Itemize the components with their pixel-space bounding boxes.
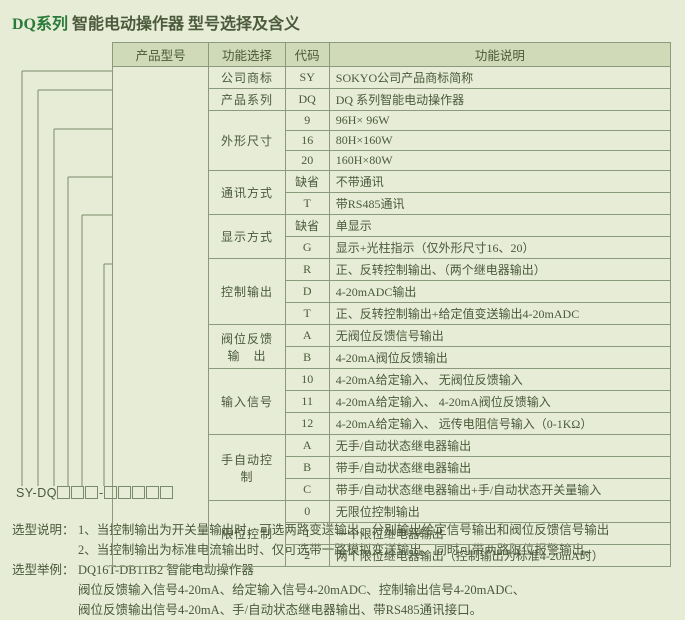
title-prefix: DQ系列 <box>12 16 68 33</box>
desc-cell: 正、反转控制输出、（两个继电器输出） <box>329 259 670 281</box>
code-cell: A <box>285 435 329 457</box>
desc-cell: SOKYO公司产品商标简称 <box>329 67 670 89</box>
desc-cell: 无阀位反馈信号输出 <box>329 325 670 347</box>
code-cell: T <box>285 193 329 215</box>
desc-cell: 96H× 96W <box>329 111 670 131</box>
code-slot <box>57 486 70 499</box>
code-slot <box>132 486 145 499</box>
category-cell: 外形尺寸 <box>209 111 285 171</box>
code-cell: 1 <box>285 523 329 545</box>
code-slot <box>85 486 98 499</box>
code-cell: T <box>285 303 329 325</box>
code-slot <box>160 486 173 499</box>
desc-cell: 无限位控制输出 <box>329 501 670 523</box>
desc-cell: 一个限位继电器输出 <box>329 523 670 545</box>
code-cell: SY <box>285 67 329 89</box>
code-slot <box>146 486 159 499</box>
category-cell: 显示方式 <box>209 215 285 259</box>
desc-cell: 4-20mADC输出 <box>329 281 670 303</box>
code-cell: 16 <box>285 131 329 151</box>
desc-cell: 4-20mA给定输入、 4-20mA阀位反馈输入 <box>329 391 670 413</box>
code-cell: 12 <box>285 413 329 435</box>
header-row: 产品型号 功能选择 代码 功能说明 <box>113 43 671 67</box>
code-cell: R <box>285 259 329 281</box>
spec-table: 产品型号 功能选择 代码 功能说明 公司商标SYSOKYO公司产品商标简称产品系… <box>112 42 671 567</box>
code-cell: A <box>285 325 329 347</box>
code-cell: D <box>285 281 329 303</box>
code-cell: 缺省 <box>285 171 329 193</box>
page-title: DQ系列 智能电动操作器 型号选择及含义 <box>12 10 673 34</box>
desc-cell: 带手/自动状态继电器输出 <box>329 457 670 479</box>
code-cell: 10 <box>285 369 329 391</box>
category-cell: 产品系列 <box>209 89 285 111</box>
code-cell: DQ <box>285 89 329 111</box>
col-func: 功能选择 <box>209 43 285 67</box>
code-cell: 11 <box>285 391 329 413</box>
code-cell: 0 <box>285 501 329 523</box>
note-label: 选型说明： <box>12 520 78 540</box>
title-rest: 智能电动操作器 型号选择及含义 <box>68 16 300 33</box>
category-cell: 阀位反馈输 出 <box>209 325 285 369</box>
col-product: 产品型号 <box>113 43 209 67</box>
note-line: 阀位反馈输入信号4-20mA、给定输入信号4-20mADC、控制输出信号4-20… <box>78 580 673 600</box>
category-cell: 控制输出 <box>209 259 285 325</box>
desc-cell: 两个限位继电器输出（控制输出为标准4-20mA时） <box>329 545 670 567</box>
code-prefix: SY-DQ <box>16 486 57 500</box>
desc-cell: 单显示 <box>329 215 670 237</box>
desc-cell: 160H×80W <box>329 151 670 171</box>
desc-cell: 无手/自动状态继电器输出 <box>329 435 670 457</box>
code-slot <box>118 486 131 499</box>
code-cell: B <box>285 457 329 479</box>
main-area: 产品型号 功能选择 代码 功能说明 公司商标SYSOKYO公司产品商标简称产品系… <box>12 42 672 510</box>
code-cell: 缺省 <box>285 215 329 237</box>
code-cell: 20 <box>285 151 329 171</box>
note-line: 阀位反馈输出信号4-20mA、手/自动状态继电器输出、带RS485通讯接口。 <box>78 600 673 620</box>
desc-cell: DQ 系列智能电动操作器 <box>329 89 670 111</box>
category-cell: 通讯方式 <box>209 171 285 215</box>
code-cell: G <box>285 237 329 259</box>
example-label: 选型举例： <box>12 560 78 580</box>
code-cell: B <box>285 347 329 369</box>
col-desc: 功能说明 <box>329 43 670 67</box>
desc-cell: 4-20mA给定输入、 远传电阻信号输入（0-1KΩ） <box>329 413 670 435</box>
desc-cell: 不带通讯 <box>329 171 670 193</box>
category-cell: 手自动控制 <box>209 435 285 501</box>
desc-cell: 显示+光柱指示（仅外形尺寸16、20） <box>329 237 670 259</box>
desc-cell: 4-20mA给定输入、 无阀位反馈输入 <box>329 369 670 391</box>
col-code: 代码 <box>285 43 329 67</box>
code-sep: - <box>99 486 104 500</box>
desc-cell: 80H×160W <box>329 131 670 151</box>
code-cell: 2 <box>285 545 329 567</box>
category-cell: 输入信号 <box>209 369 285 435</box>
code-slot <box>71 486 84 499</box>
code-slot <box>104 486 117 499</box>
desc-cell: 带RS485通讯 <box>329 193 670 215</box>
table-row: 公司商标SYSOKYO公司产品商标简称 <box>113 67 671 89</box>
desc-cell: 带手/自动状态继电器输出+手/自动状态开关量输入 <box>329 479 670 501</box>
code-cell: 9 <box>285 111 329 131</box>
code-cell: C <box>285 479 329 501</box>
category-cell: 限位控制 <box>209 501 285 567</box>
desc-cell: 4-20mA阀位反馈输出 <box>329 347 670 369</box>
category-cell: 公司商标 <box>209 67 285 89</box>
model-code-template: SY-DQ - <box>16 486 174 500</box>
desc-cell: 正、反转控制输出+给定值变送输出4-20mADC <box>329 303 670 325</box>
